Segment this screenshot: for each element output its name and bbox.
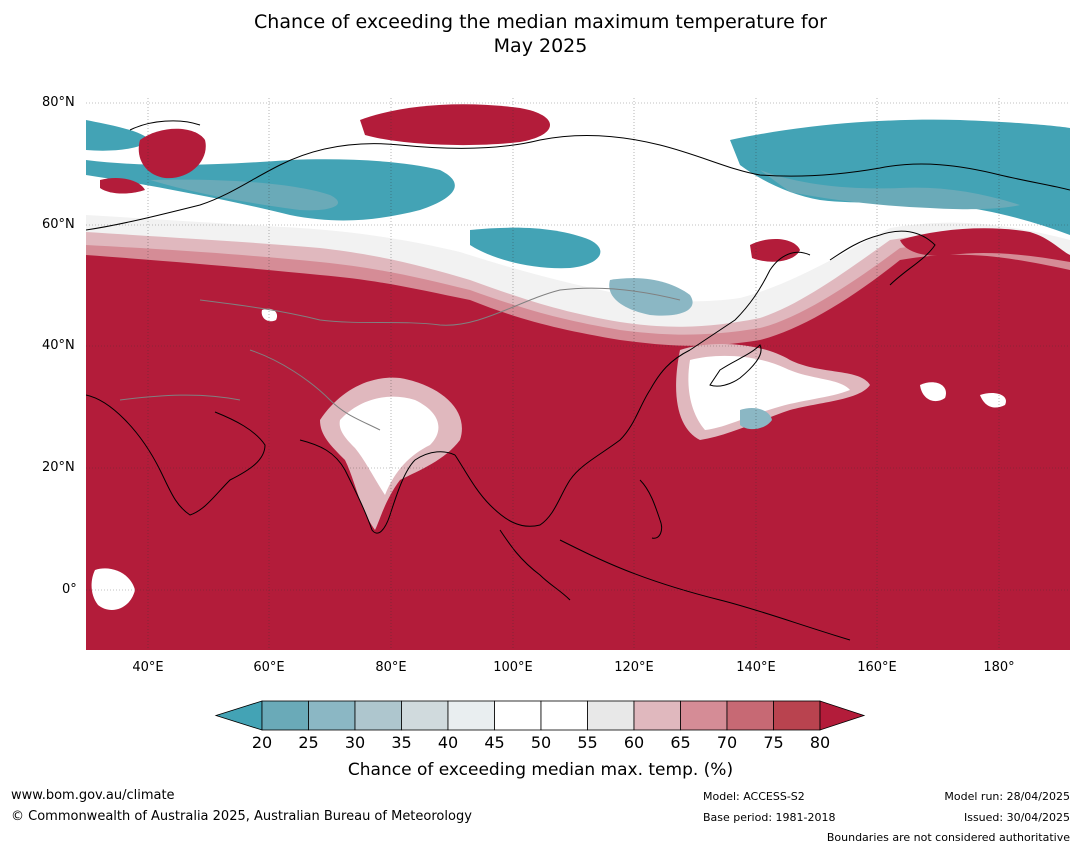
colorbar-label: Chance of exceeding median max. temp. (%… — [347, 760, 734, 780]
colorbar-tick-label: 65 — [670, 733, 691, 752]
lat-label-60n: 60°N — [42, 217, 75, 232]
lon-label-60e: 60°E — [253, 660, 285, 675]
colorbar-tick-label: 75 — [763, 733, 784, 752]
colorbar-segment — [773, 700, 821, 731]
lon-label-80e: 80°E — [375, 660, 407, 675]
colorbar-segment — [261, 700, 309, 731]
lat-label-40n: 40°N — [42, 338, 75, 353]
lat-label-0: 0° — [62, 582, 77, 597]
map-field — [86, 98, 1070, 650]
model-name: Model: ACCESS-S2 — [703, 790, 805, 803]
colorbar-segment — [354, 700, 402, 731]
copyright: © Commonwealth of Australia 2025, Austra… — [11, 809, 472, 824]
colorbar-arrow-low — [214, 700, 263, 731]
colorbar-tick-label: 50 — [530, 733, 552, 752]
colorbar-segment — [447, 700, 495, 731]
map-title: Chance of exceeding the median maximum t… — [0, 10, 1081, 58]
colorbar — [214, 700, 866, 731]
colorbar-tick-label: 20 — [251, 733, 273, 752]
model-run: Model run: 28/04/2025 — [944, 790, 1070, 803]
lat-label-80n: 80°N — [42, 95, 75, 110]
colorbar-segment — [308, 700, 356, 731]
colorbar-segment — [726, 700, 774, 731]
colorbar-tick-label: 25 — [298, 733, 319, 752]
boundaries — [119, 287, 681, 431]
colorbar-segment — [494, 700, 542, 731]
lon-label-180: 180° — [983, 660, 1015, 675]
colorbar-tick-label: 55 — [577, 733, 598, 752]
colorbar-tick-label: 70 — [716, 733, 738, 752]
colorbar-segment — [587, 700, 635, 731]
colorbar-segment — [633, 700, 681, 731]
issued-date: Issued: 30/04/2025 — [963, 811, 1070, 824]
colorbar-segment — [680, 700, 728, 731]
website-link[interactable]: www.bom.gov.au/climate — [11, 788, 175, 803]
lon-label-100e: 100°E — [493, 660, 533, 675]
disclaimer: Boundaries are not considered authoritat… — [826, 831, 1070, 844]
lon-label-160e: 160°E — [857, 660, 897, 675]
lon-label-40e: 40°E — [132, 660, 164, 675]
title-line-2: May 2025 — [493, 35, 588, 57]
colorbar-tick-label: 35 — [391, 733, 412, 752]
coastlines — [86, 120, 1070, 641]
colorbar-tick-label: 40 — [437, 733, 459, 752]
lat-label-20n: 20°N — [42, 460, 75, 475]
colorbar-segment — [401, 700, 449, 731]
title-line-1: Chance of exceeding the median maximum t… — [254, 11, 827, 33]
colorbar-arrow-high — [819, 700, 866, 731]
lon-label-120e: 120°E — [614, 660, 654, 675]
colorbar-tick-label: 60 — [623, 733, 645, 752]
lon-label-140e: 140°E — [736, 660, 776, 675]
graticule — [86, 98, 1070, 650]
colorbar-tick-label: 45 — [484, 733, 505, 752]
colorbar-segment — [540, 700, 588, 731]
base-period: Base period: 1981-2018 — [703, 811, 836, 824]
colorbar-tick-label: 30 — [344, 733, 366, 752]
colorbar-tick-label: 80 — [809, 733, 831, 752]
